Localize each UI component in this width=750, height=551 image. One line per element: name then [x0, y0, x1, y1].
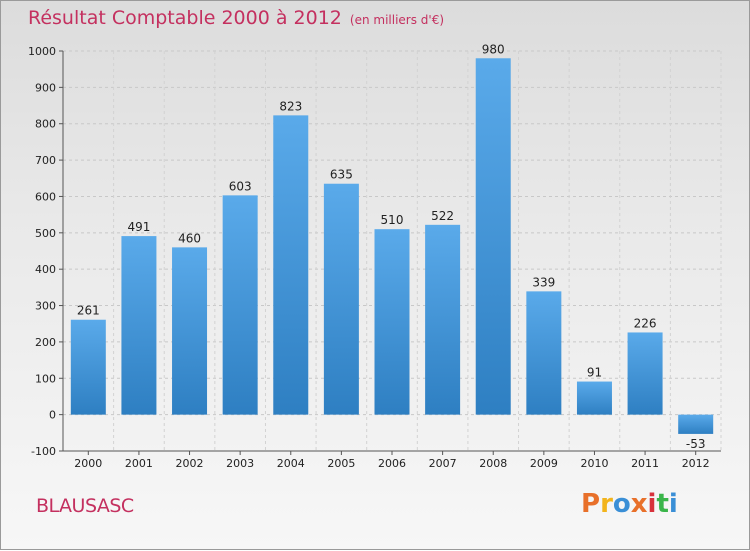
- bar-2006[interactable]: [374, 229, 410, 415]
- x-tick-label-2000: 2000: [74, 457, 102, 470]
- y-tick-label: 600: [35, 190, 56, 203]
- data-label-2007: 522: [431, 209, 454, 223]
- data-label-2012: -53: [686, 437, 706, 451]
- logo-letter: r: [600, 489, 613, 519]
- x-tick-label-2004: 2004: [277, 457, 305, 470]
- bar-2012[interactable]: [678, 414, 714, 434]
- x-tick-label-2010: 2010: [580, 457, 608, 470]
- y-tick-label: -100: [31, 445, 56, 458]
- x-tick-label-2009: 2009: [530, 457, 558, 470]
- bar-2009[interactable]: [526, 291, 562, 415]
- chart-title-text: Résultat Comptable 2000 à 2012: [28, 7, 342, 29]
- data-label-2002: 460: [178, 231, 201, 245]
- x-tick-label-2008: 2008: [479, 457, 507, 470]
- y-tick-label: 200: [35, 336, 56, 349]
- y-tick-label: 100: [35, 372, 56, 385]
- data-label-2010: 91: [587, 366, 602, 380]
- data-label-2000: 261: [77, 304, 100, 318]
- bar-2007[interactable]: [425, 224, 461, 415]
- y-tick-label: 900: [35, 81, 56, 94]
- y-tick-label: 700: [35, 154, 56, 167]
- logo-letter: x: [630, 489, 648, 519]
- y-tick-label: 500: [35, 227, 56, 240]
- data-label-2009: 339: [532, 275, 555, 289]
- data-label-2005: 635: [330, 168, 353, 182]
- data-label-2004: 823: [279, 99, 302, 113]
- bar-2000[interactable]: [70, 319, 106, 415]
- bar-2003[interactable]: [222, 195, 258, 415]
- x-tick-label-2006: 2006: [378, 457, 406, 470]
- chart-subtitle: (en milliers d'€): [349, 13, 445, 27]
- bar-2005[interactable]: [323, 183, 359, 415]
- bar-2011[interactable]: [627, 332, 663, 415]
- x-tick-label-2005: 2005: [327, 457, 355, 470]
- y-tick-label: 800: [35, 118, 56, 131]
- y-tick-label: 1000: [28, 45, 56, 58]
- x-tick-label-2011: 2011: [631, 457, 659, 470]
- x-tick-label-2003: 2003: [226, 457, 254, 470]
- y-tick-label: 400: [35, 263, 56, 276]
- y-tick-label: 300: [35, 300, 56, 313]
- data-label-2011: 226: [634, 316, 657, 330]
- bar-2002[interactable]: [172, 247, 208, 415]
- x-tick-label-2001: 2001: [125, 457, 153, 470]
- data-label-2001: 491: [127, 220, 150, 234]
- logo-letter: i: [668, 489, 678, 519]
- commune-name: BLAUSASC: [36, 495, 134, 517]
- data-label-2003: 603: [229, 179, 252, 193]
- data-label-2008: 980: [482, 42, 505, 56]
- proxiti-logo[interactable]: Proxiti: [581, 489, 678, 519]
- bar-2004[interactable]: [273, 115, 309, 415]
- x-tick-label-2012: 2012: [682, 457, 710, 470]
- x-tick-label-2002: 2002: [176, 457, 204, 470]
- bar-2010[interactable]: [576, 381, 612, 415]
- chart-title: Résultat Comptable 2000 à 2012 (en millie…: [28, 7, 444, 29]
- y-tick-label: 0: [49, 409, 56, 422]
- logo-letter: i: [647, 489, 657, 519]
- logo-letter: t: [656, 489, 669, 519]
- bar-2001[interactable]: [121, 236, 157, 415]
- logo-letter: o: [612, 489, 631, 519]
- bar-2008[interactable]: [475, 58, 511, 415]
- x-tick-label-2007: 2007: [429, 457, 457, 470]
- logo-letter: P: [581, 489, 601, 519]
- data-label-2006: 510: [381, 213, 404, 227]
